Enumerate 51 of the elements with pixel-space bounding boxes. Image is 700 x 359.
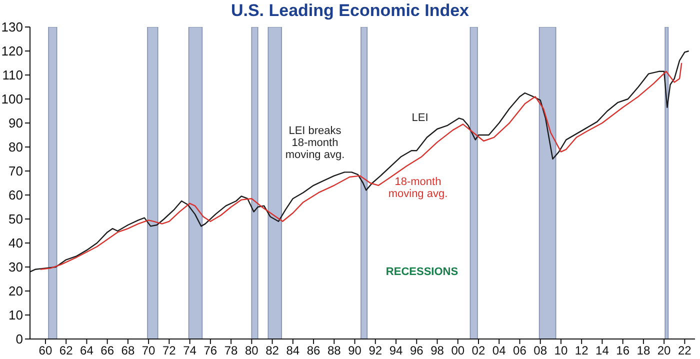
x-tick-label: 68 <box>121 344 135 358</box>
x-tick-label: 06 <box>513 344 527 358</box>
y-tick-label: 80 <box>8 140 23 155</box>
x-tick-label: 60 <box>38 344 52 358</box>
y-tick-label: 30 <box>8 260 23 275</box>
y-tick-label: 90 <box>8 116 23 131</box>
annotation: RECESSIONS <box>384 266 460 278</box>
x-tick-label: 74 <box>183 344 197 358</box>
x-tick-label: 16 <box>616 344 630 358</box>
x-tick-label: 66 <box>100 344 114 358</box>
x-tick-label: 02 <box>472 344 486 358</box>
x-tick-label: 90 <box>348 344 362 358</box>
x-tick-label: 76 <box>204 344 218 358</box>
y-tick-label: 100 <box>1 92 23 107</box>
x-tick-label: 20 <box>657 344 672 358</box>
x-tick-label: 94 <box>389 344 403 358</box>
x-tick-label: 98 <box>430 344 444 358</box>
x-tick-label: 64 <box>80 344 94 358</box>
x-tick-label: 62 <box>59 344 74 358</box>
x-tick-label: 14 <box>596 344 610 358</box>
chart-title: U.S. Leading Economic Index <box>230 1 470 21</box>
x-tick-label: 88 <box>327 344 342 358</box>
x-tick-label: 08 <box>534 344 548 358</box>
y-tick-label: 40 <box>8 236 23 251</box>
x-tick-label: 84 <box>286 344 300 358</box>
annotation: LEI <box>410 112 430 124</box>
x-tick-label: 86 <box>306 344 321 358</box>
x-tick-label: 22 <box>678 344 692 358</box>
x-tick-label: 70 <box>142 344 156 358</box>
x-tick-label: 96 <box>410 344 424 358</box>
x-tick-label: 04 <box>492 344 506 358</box>
x-tick-label: 72 <box>162 344 176 358</box>
y-tick-label: 50 <box>8 212 23 227</box>
y-tick-label: 70 <box>8 164 23 179</box>
y-tick-label: 20 <box>8 284 23 299</box>
x-tick-label: 18 <box>636 344 650 358</box>
y-tick-label: 60 <box>8 188 23 203</box>
x-tick-label: 82 <box>266 344 280 358</box>
y-tick-label: 130 <box>1 20 23 35</box>
x-tick-label: 80 <box>244 344 259 358</box>
y-tick-label: 0 <box>16 332 23 347</box>
x-tick-label: 10 <box>554 344 568 358</box>
y-tick-label: 10 <box>8 308 23 323</box>
x-tick-label: 78 <box>224 344 238 358</box>
annotation: 18-month moving avg. <box>387 176 449 200</box>
x-tick-label: 00 <box>451 344 465 358</box>
y-tick-label: 120 <box>1 44 23 59</box>
x-tick-label: 12 <box>574 344 589 358</box>
annotation: LEI breaks 18-month moving avg. <box>285 125 345 161</box>
y-tick-label: 110 <box>2 68 23 83</box>
x-tick-label: 92 <box>368 344 382 358</box>
